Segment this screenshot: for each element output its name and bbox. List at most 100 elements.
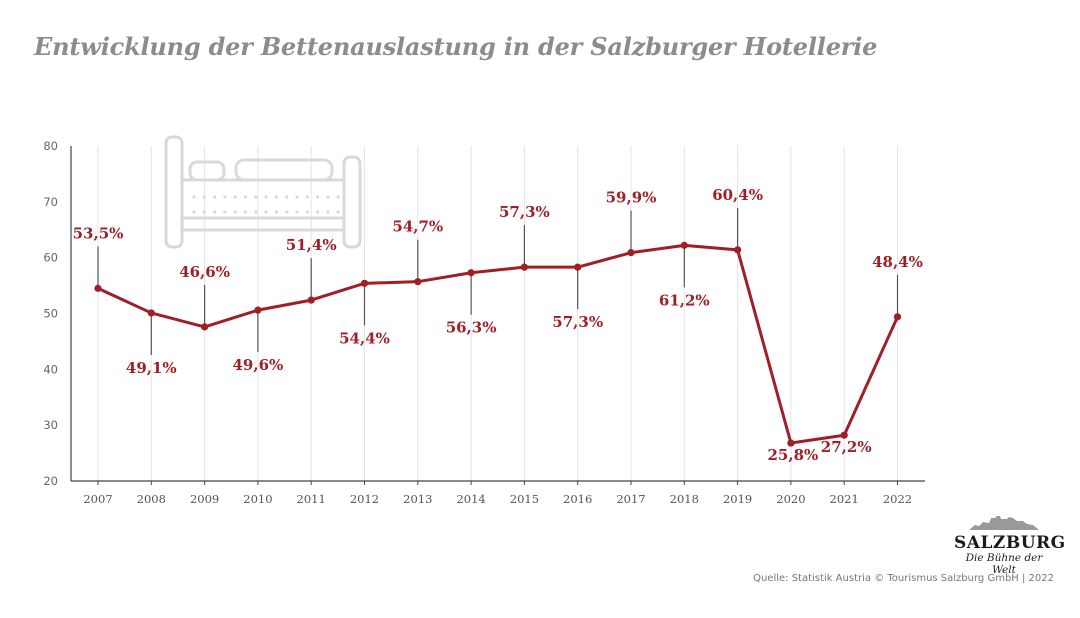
fortress-skyline-icon — [969, 516, 1039, 530]
x-tick-label: 2022 — [883, 492, 912, 506]
x-tick-label: 2013 — [403, 492, 432, 506]
data-label: 54,7% — [392, 218, 443, 236]
data-label: 56,3% — [446, 319, 497, 337]
x-tick-label: 2018 — [670, 492, 699, 506]
salzburg-logo: SALZBURG Die Bühne der Welt — [954, 514, 1066, 576]
data-label: 60,4% — [712, 186, 763, 204]
x-tick-label: 2012 — [350, 492, 379, 506]
quilt-dot — [202, 210, 206, 214]
axes — [70, 146, 925, 482]
quilt-dot — [274, 210, 278, 214]
x-tick-label: 2015 — [510, 492, 539, 506]
x-tick-label: 2016 — [563, 492, 592, 506]
data-point — [414, 278, 422, 286]
quilt-dot — [243, 195, 248, 199]
x-tick-labels: 2007 2008 2009 2010 2011 2012 2013 2014 2015 2016… — [83, 481, 912, 506]
y-tick-label: 80 — [43, 139, 58, 153]
data-point — [360, 279, 369, 287]
y-tick-label: 60 — [43, 251, 58, 265]
label-leader-lines — [97, 207, 899, 355]
quilt-dot — [213, 210, 217, 214]
x-tick-label: 2014 — [456, 492, 485, 506]
data-point — [893, 313, 902, 321]
data-label: 54,4% — [339, 329, 390, 347]
y-tick-labels: 20 30 40 50 60 70 80 — [43, 139, 58, 488]
quilt-dot — [254, 195, 258, 199]
chart-title: Entwicklung der Bettenauslastung in der … — [34, 32, 878, 61]
quilt-dot — [264, 195, 268, 199]
quilt-dot — [233, 210, 237, 214]
quilt-dot — [316, 195, 320, 199]
bed-quilt-pattern — [192, 195, 340, 214]
x-tick-label: 2020 — [776, 492, 805, 506]
data-point — [734, 246, 742, 254]
quilt-dot — [336, 195, 340, 199]
x-tick-label: 2007 — [83, 492, 112, 506]
x-tick-label: 2021 — [830, 492, 859, 506]
data-point — [787, 439, 795, 447]
quilt-dot — [264, 210, 268, 214]
x-tick-label: 2011 — [297, 492, 326, 506]
data-label: 49,1% — [126, 359, 177, 377]
data-label: 49,6% — [233, 356, 284, 374]
quilt-dot — [285, 195, 289, 199]
data-label: 53,5% — [73, 224, 124, 242]
data-point — [627, 249, 635, 257]
quilt-dot — [223, 195, 227, 199]
data-label: 27,2% — [821, 438, 872, 456]
data-label: 51,4% — [286, 236, 337, 254]
quilt-dot — [192, 210, 196, 214]
quilt-dot — [285, 210, 289, 214]
x-tick-label: 2008 — [137, 492, 166, 506]
y-tick-label: 30 — [43, 418, 58, 432]
data-label: 48,4% — [872, 253, 923, 271]
quilt-dot — [213, 195, 217, 199]
quilt-dot — [316, 210, 320, 214]
y-tick-label: 70 — [43, 195, 58, 209]
logo-wordmark: SALZBURG — [954, 533, 1066, 553]
series-line — [97, 243, 899, 445]
y-tick-label: 40 — [43, 362, 58, 376]
data-point — [307, 296, 315, 304]
quilt-dot — [233, 195, 237, 199]
data-point — [94, 284, 102, 292]
quilt-dot — [295, 210, 299, 214]
data-points — [94, 241, 902, 447]
bed-icon — [164, 135, 362, 249]
quilt-dot — [326, 195, 330, 199]
x-tick-label: 2019 — [723, 492, 752, 506]
data-label: 57,3% — [552, 313, 603, 331]
quilt-dot — [326, 210, 330, 214]
quilt-dot — [305, 195, 309, 199]
data-point — [680, 241, 688, 249]
x-tick-label: 2009 — [190, 492, 219, 506]
quilt-dot — [305, 210, 309, 214]
y-tick-label: 50 — [43, 307, 58, 321]
data-labels: 53,5% 49,1% 46,6% 49,6% 51,4% 54,4% 54,7% 56,3%… — [73, 186, 923, 464]
quilt-dot — [274, 195, 278, 199]
x-tick-label: 2017 — [616, 492, 645, 506]
source-note: Quelle: Statistik Austria © Tourismus Sa… — [753, 573, 1054, 584]
data-point — [147, 309, 155, 317]
quilt-dot — [295, 195, 299, 199]
x-tick-label: 2010 — [243, 492, 272, 506]
quilt-dot — [243, 210, 248, 214]
quilt-dot — [254, 210, 258, 214]
quilt-dot — [336, 210, 340, 214]
quilt-dot — [192, 195, 196, 199]
data-label: 25,8% — [768, 446, 819, 464]
data-label: 46,6% — [179, 263, 230, 281]
logo-tagline: Die Bühne der Welt — [965, 552, 1043, 576]
data-point — [520, 263, 529, 271]
data-point — [201, 323, 209, 331]
y-tick-label: 20 — [43, 474, 58, 488]
grid-lines — [97, 146, 898, 481]
data-label: 57,3% — [499, 203, 550, 221]
data-point — [840, 431, 848, 439]
data-label: 61,2% — [659, 291, 710, 309]
quilt-dot — [202, 195, 206, 199]
quilt-dot — [223, 210, 227, 214]
data-point — [254, 306, 262, 314]
data-point — [574, 263, 582, 271]
